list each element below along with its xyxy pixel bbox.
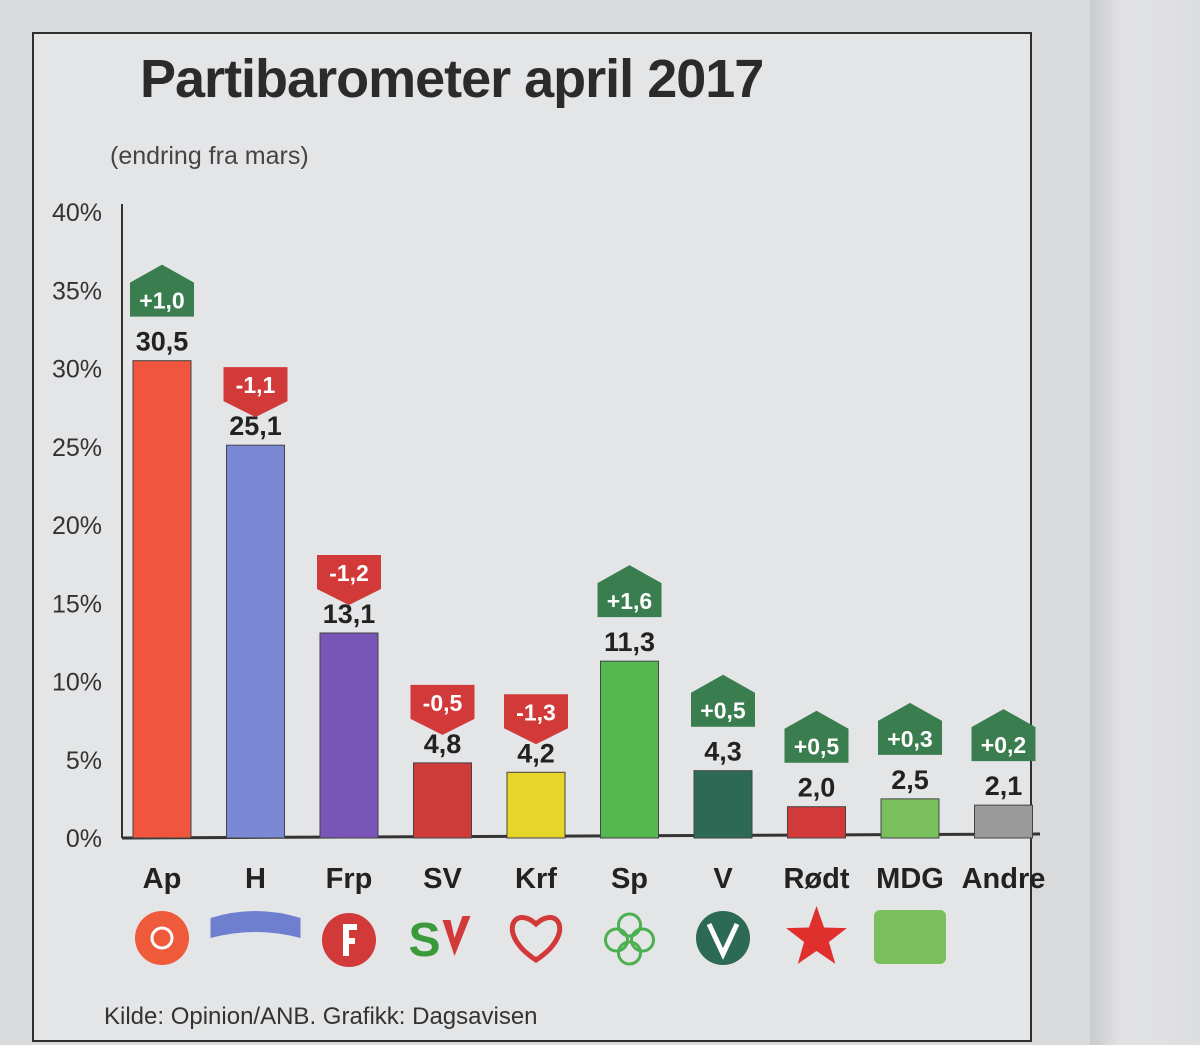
- bar-sp: [600, 660, 659, 839]
- change-label: +0,5: [700, 698, 746, 724]
- change-badge-up: [130, 264, 194, 317]
- chart-frame: [32, 32, 1032, 1042]
- y-tick-label: 20%: [52, 512, 102, 540]
- category-label: H: [245, 863, 266, 895]
- rose-logo-detail: [150, 926, 174, 950]
- sv-logo: [442, 916, 471, 956]
- y-tick-label: 0%: [66, 825, 102, 853]
- y-tick-label: 40%: [52, 199, 102, 227]
- value-label: 11,3: [604, 627, 655, 657]
- bar-krf: [506, 771, 566, 839]
- clover-logo: [617, 912, 642, 938]
- category-label: Sp: [611, 863, 648, 895]
- change-badge-up: [784, 710, 849, 763]
- clover-logo: [630, 927, 655, 953]
- category-label: Rødt: [783, 863, 849, 895]
- change-badge-up: [597, 565, 662, 618]
- krf-logo: [509, 915, 563, 963]
- clover-logo: [604, 927, 629, 953]
- change-label: -1,1: [236, 372, 276, 398]
- bar-v: [693, 770, 753, 839]
- chart-title: Partibarometer april 2017: [140, 49, 764, 109]
- category-label: V: [713, 863, 733, 895]
- bar-andre: [974, 804, 1033, 839]
- value-label: 30,5: [136, 327, 189, 357]
- bar-rødt: [787, 806, 846, 839]
- y-tick-label: 35%: [52, 277, 102, 305]
- bar-frp: [319, 632, 379, 839]
- change-badge-down: [504, 694, 568, 745]
- change-label: +1,6: [607, 588, 652, 614]
- bar-mdg: [880, 798, 940, 839]
- change-label: +1,0: [139, 288, 184, 314]
- bar-sv: [413, 762, 472, 839]
- rose-logo: [135, 911, 189, 965]
- y-tick-label: 30%: [52, 356, 102, 384]
- change-badge-up: [878, 702, 942, 755]
- change-label: +0,3: [887, 726, 932, 752]
- category-label: Frp: [326, 863, 373, 895]
- y-tick-label: 10%: [52, 669, 102, 697]
- y-tick-label: 25%: [52, 434, 102, 462]
- chart-subtitle: (endring fra mars): [110, 142, 309, 170]
- clover-logo: [617, 940, 642, 966]
- change-label: -1,2: [329, 560, 369, 586]
- change-label: -0,5: [423, 690, 463, 716]
- apple-logo-letter: [343, 924, 357, 956]
- category-label: MDG: [876, 863, 944, 895]
- bar-ap: [132, 360, 192, 839]
- newspaper-edge: [1090, 0, 1200, 1045]
- v-circle-logo-letter: [706, 922, 740, 960]
- category-label: Ap: [143, 863, 182, 895]
- bar-h: [226, 444, 285, 839]
- y-tick-label: 5%: [66, 747, 102, 775]
- value-label: 2,0: [798, 773, 836, 803]
- change-badge-down: [410, 684, 475, 735]
- change-label: -1,3: [516, 699, 556, 725]
- change-badge-down: [223, 367, 288, 418]
- change-badge-down: [317, 554, 381, 605]
- source-note: Kilde: Opinion/ANB. Grafikk: Dagsavisen: [104, 1003, 538, 1030]
- mdg-logo: [874, 910, 946, 964]
- change-label: +0,2: [981, 732, 1026, 758]
- hoyre-ribbon-logo: [210, 911, 301, 938]
- change-label: +0,5: [794, 734, 840, 760]
- change-badge-up: [971, 709, 1036, 762]
- value-label: 2,5: [891, 765, 929, 795]
- value-label: 4,3: [704, 737, 742, 767]
- category-label: Andre: [962, 863, 1046, 895]
- y-tick-label: 15%: [52, 590, 102, 618]
- star-logo: [786, 906, 847, 964]
- category-label: Krf: [515, 863, 557, 895]
- category-label: SV: [423, 863, 462, 895]
- sv-logo-s: S: [408, 914, 440, 967]
- value-label: 2,1: [985, 771, 1023, 801]
- change-badge-up: [691, 674, 755, 727]
